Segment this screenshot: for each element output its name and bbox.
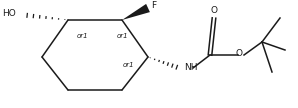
Text: or1: or1 bbox=[116, 33, 128, 39]
Text: HO: HO bbox=[2, 10, 16, 18]
Polygon shape bbox=[122, 4, 150, 20]
Text: F: F bbox=[151, 2, 156, 10]
Text: O: O bbox=[235, 49, 243, 59]
Text: or1: or1 bbox=[76, 33, 88, 39]
Text: O: O bbox=[210, 6, 218, 15]
Text: NH: NH bbox=[184, 63, 198, 71]
Text: or1: or1 bbox=[122, 62, 134, 68]
